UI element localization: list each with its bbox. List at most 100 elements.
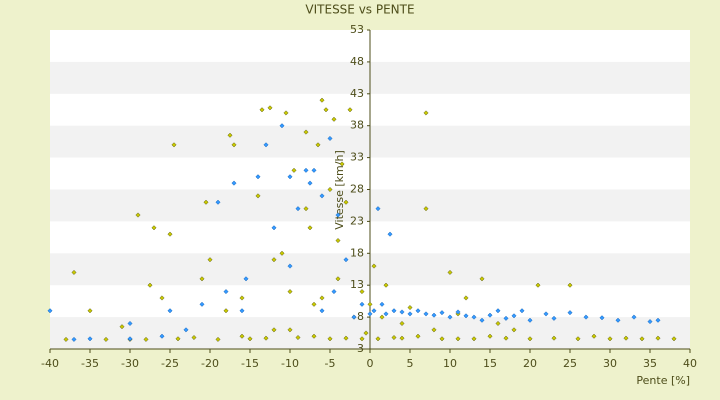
data-point	[151, 225, 157, 231]
data-point	[319, 97, 325, 103]
data-point	[255, 193, 261, 199]
x-tick-label: 40	[683, 357, 697, 370]
data-point	[567, 282, 573, 288]
data-point	[159, 333, 165, 339]
data-point	[279, 123, 285, 129]
x-tick-label: 15	[483, 357, 497, 370]
data-point	[387, 231, 393, 237]
data-point	[127, 336, 133, 342]
data-point	[383, 311, 389, 317]
data-point	[583, 314, 589, 320]
x-tick-label: -10	[281, 357, 299, 370]
data-point	[503, 315, 509, 321]
data-point	[511, 313, 517, 319]
data-point	[279, 250, 285, 256]
data-point	[407, 304, 413, 311]
data-point	[375, 336, 381, 342]
data-point	[231, 142, 237, 148]
x-tick-label: -20	[201, 357, 219, 370]
data-point	[311, 167, 317, 173]
data-point	[327, 186, 333, 193]
data-point	[379, 301, 385, 307]
data-point	[415, 333, 421, 339]
data-point	[371, 308, 377, 314]
data-point	[171, 142, 177, 148]
data-point	[239, 333, 245, 339]
data-point	[335, 212, 341, 218]
data-point	[103, 336, 109, 342]
x-tick-label: -35	[81, 357, 99, 370]
data-point	[343, 335, 349, 341]
data-point	[271, 225, 277, 231]
data-point	[295, 206, 301, 212]
data-point	[303, 206, 309, 212]
data-point	[143, 336, 149, 342]
data-point	[327, 135, 333, 142]
y-tick-label: 13	[350, 278, 364, 291]
x-tick-label: 35	[643, 357, 657, 370]
data-point	[487, 312, 493, 318]
data-point	[283, 110, 289, 116]
data-point	[147, 282, 153, 288]
x-tick-label: 10	[443, 357, 457, 370]
data-point	[207, 257, 213, 263]
data-point	[599, 315, 605, 321]
data-point	[463, 313, 469, 319]
data-point	[371, 263, 377, 269]
data-point	[183, 327, 189, 333]
data-point	[511, 327, 517, 333]
data-point	[215, 199, 221, 205]
data-point	[431, 327, 437, 333]
x-tick-label: 25	[563, 357, 577, 370]
data-point	[263, 335, 269, 341]
data-point	[527, 336, 533, 342]
data-point	[543, 311, 549, 317]
x-tick-label: 5	[407, 357, 414, 370]
data-point	[339, 161, 345, 167]
data-point	[267, 105, 273, 111]
data-point	[655, 317, 661, 323]
data-point	[391, 334, 397, 341]
data-point	[647, 319, 653, 325]
data-point	[71, 269, 77, 275]
data-point	[391, 308, 397, 314]
chart-title: VITESSE vs PENTE	[305, 3, 414, 17]
data-point	[631, 314, 637, 320]
data-point	[359, 301, 365, 307]
data-point	[415, 308, 421, 314]
data-point	[463, 295, 469, 301]
data-point	[479, 276, 485, 282]
data-point	[671, 336, 677, 342]
y-tick-label: 53	[350, 23, 364, 36]
data-point	[223, 308, 229, 314]
data-point	[167, 231, 173, 237]
data-point	[319, 308, 325, 314]
data-point	[87, 308, 93, 314]
data-point	[287, 327, 293, 333]
data-point	[551, 315, 557, 321]
data-point	[383, 282, 389, 288]
x-tick-label: -40	[41, 357, 59, 370]
data-point	[351, 314, 357, 320]
data-point	[303, 167, 309, 173]
data-point	[343, 257, 349, 263]
data-point	[87, 336, 93, 342]
data-point	[247, 336, 253, 342]
data-point	[479, 317, 485, 323]
data-point	[399, 320, 405, 327]
data-point	[607, 336, 613, 342]
x-tick-label: 20	[523, 357, 537, 370]
data-point	[71, 336, 77, 342]
data-point	[639, 336, 645, 342]
data-point	[315, 142, 321, 148]
data-point	[575, 336, 581, 342]
data-point	[375, 206, 381, 212]
data-point	[271, 327, 277, 333]
data-point	[327, 336, 333, 342]
data-point	[127, 320, 133, 327]
data-point	[167, 308, 173, 314]
data-point	[287, 174, 293, 180]
y-tick-label: 33	[350, 151, 364, 164]
data-point	[311, 333, 317, 339]
